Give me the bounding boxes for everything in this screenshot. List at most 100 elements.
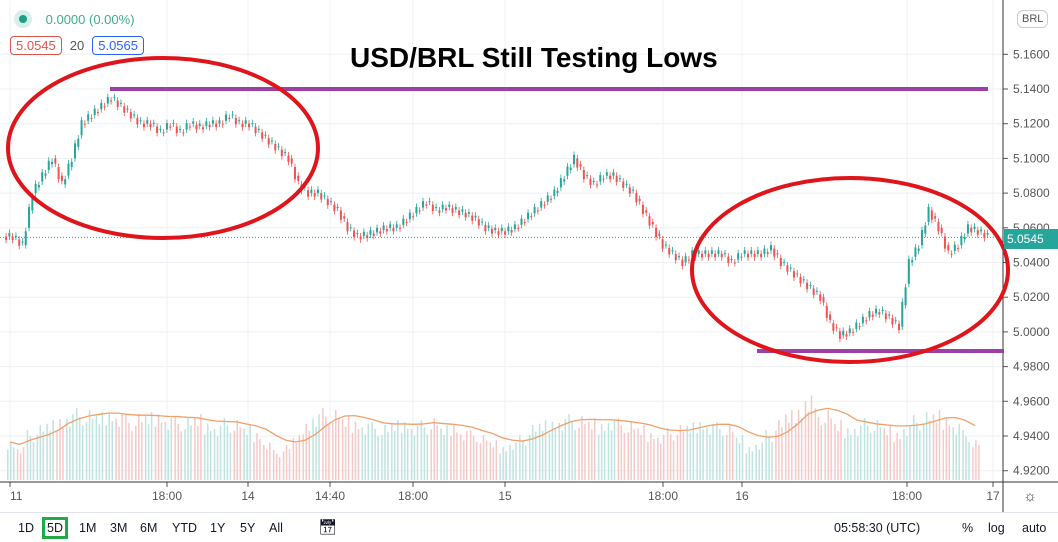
volume-bar xyxy=(781,427,783,480)
range-1d[interactable]: 1D xyxy=(18,521,34,535)
volume-bar xyxy=(893,442,895,480)
currency-badge[interactable]: BRL xyxy=(1017,10,1049,28)
volume-bar xyxy=(899,439,901,480)
candle-body xyxy=(333,204,336,212)
volume-bar xyxy=(534,431,537,480)
range-all[interactable]: All xyxy=(269,521,283,535)
candle-body xyxy=(412,216,415,218)
volume-bar xyxy=(554,429,557,480)
x-tick-label: 18:00 xyxy=(398,489,428,503)
candle-body xyxy=(64,179,67,185)
volume-bar xyxy=(36,434,39,480)
volume-bar xyxy=(200,414,202,480)
volume-bar xyxy=(528,434,531,480)
candle-body xyxy=(313,193,316,197)
volume-bar xyxy=(56,430,58,480)
volume-bar xyxy=(354,421,357,480)
range-5d[interactable]: 5D xyxy=(42,517,68,539)
volume-bar xyxy=(738,443,741,480)
volume-bar xyxy=(150,412,153,480)
candle-body xyxy=(152,123,155,125)
candle-body xyxy=(248,123,251,128)
volume-bar xyxy=(879,427,882,480)
candle-body xyxy=(372,233,375,236)
volume-bar xyxy=(955,434,957,480)
volume-bar xyxy=(945,418,948,480)
volume-bar xyxy=(699,421,701,480)
candle-body xyxy=(500,227,503,232)
volume-bar xyxy=(46,423,48,480)
candle-body xyxy=(221,123,224,125)
volume-bar xyxy=(387,431,389,480)
candle-body xyxy=(385,228,388,232)
range-ytd[interactable]: YTD xyxy=(172,521,197,535)
candle-body xyxy=(609,175,612,180)
volume-bar xyxy=(42,431,45,480)
volume-bar xyxy=(177,423,179,480)
volume-bar xyxy=(446,425,448,480)
volume-bar xyxy=(328,425,330,480)
candle-body xyxy=(326,198,329,206)
auto-toggle[interactable]: auto xyxy=(1022,521,1047,535)
volume-bar xyxy=(903,429,905,480)
y-tick-label: 5.0200 xyxy=(1013,290,1050,304)
clock-time: 05:58:30 (UTC) xyxy=(834,521,921,535)
volume-bar xyxy=(778,420,780,480)
volume-bar xyxy=(263,444,265,480)
candle-body xyxy=(504,231,507,235)
price-chart[interactable]: 5.16005.14005.12005.10005.08005.06005.04… xyxy=(0,0,1058,512)
volume-bar xyxy=(709,434,711,480)
candle-body xyxy=(264,134,267,136)
candle-body xyxy=(924,225,927,234)
candle-body xyxy=(970,227,973,233)
volume-bar xyxy=(485,440,488,480)
candle-body xyxy=(691,250,694,257)
candle-body xyxy=(707,253,710,258)
candle-body xyxy=(198,123,201,127)
volume-bar xyxy=(925,412,928,480)
goto-date-icon[interactable]: 📅︎ xyxy=(318,519,338,536)
candle-body xyxy=(710,250,713,254)
candle-body xyxy=(641,204,644,214)
volume-bar xyxy=(213,429,216,480)
candle-body xyxy=(615,175,618,183)
candle-body xyxy=(980,229,983,232)
range-3m[interactable]: 3M xyxy=(110,521,128,535)
candle-body xyxy=(346,222,349,232)
volume-bar xyxy=(10,442,12,480)
candle-body xyxy=(543,204,546,206)
volume-bar xyxy=(623,432,626,480)
volume-bar xyxy=(761,442,763,480)
volume-bar xyxy=(19,453,22,480)
volume-bar xyxy=(325,416,327,480)
range-1y[interactable]: 1Y xyxy=(210,521,226,535)
percent-toggle[interactable]: % xyxy=(962,521,974,535)
candle-body xyxy=(24,231,27,246)
candle-body xyxy=(550,198,553,200)
volume-bar xyxy=(679,425,682,480)
volume-bar xyxy=(561,430,564,480)
candle-body xyxy=(405,222,408,224)
volume-bar xyxy=(876,420,879,480)
candle-body xyxy=(943,236,946,249)
volume-bar xyxy=(564,419,567,480)
candle-body xyxy=(536,210,539,212)
candle-body xyxy=(563,179,566,182)
range-6m[interactable]: 6M xyxy=(140,521,158,535)
candle-body xyxy=(838,331,841,339)
volume-bar xyxy=(692,422,695,480)
log-toggle[interactable]: log xyxy=(988,521,1005,535)
candle-body xyxy=(779,257,782,266)
volume-bar xyxy=(755,444,757,480)
candle-body xyxy=(136,117,139,125)
candle-body xyxy=(267,138,270,145)
candle-body xyxy=(664,244,667,246)
candle-body xyxy=(399,227,402,229)
candle-body xyxy=(51,161,54,165)
candle-body xyxy=(83,123,86,125)
candle-body xyxy=(746,253,749,258)
volume-bar xyxy=(558,422,561,480)
range-1m[interactable]: 1M xyxy=(79,521,97,535)
volume-bar xyxy=(771,442,773,480)
range-5y[interactable]: 5Y xyxy=(240,521,256,535)
